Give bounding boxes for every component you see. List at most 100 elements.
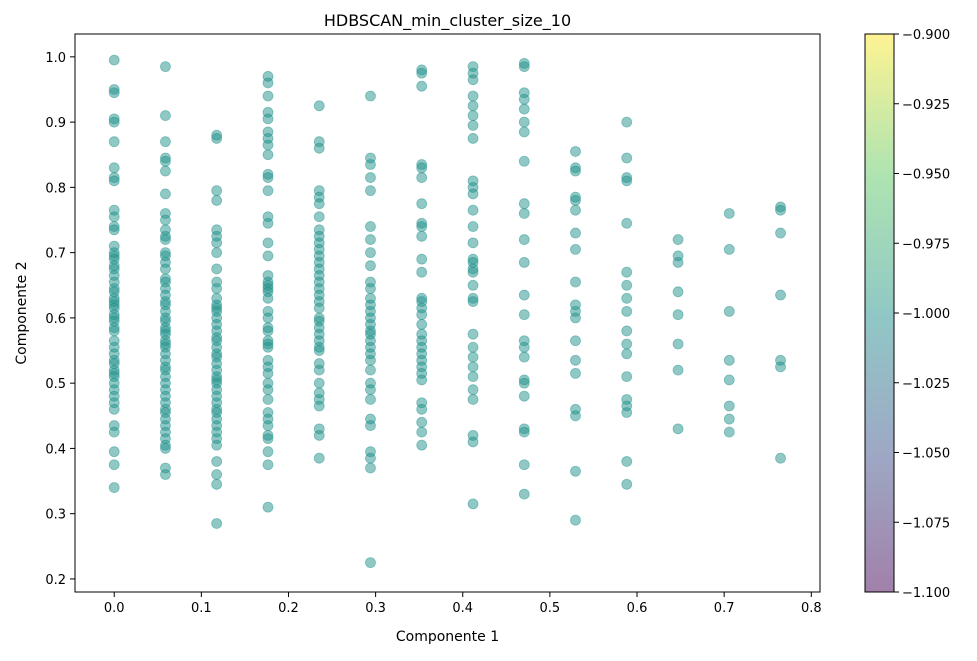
data-point [211, 263, 223, 275]
data-point [775, 204, 786, 216]
x-tick-label: 0.1 [191, 601, 212, 616]
data-point [518, 459, 530, 471]
colorbar-tick-label: −0.900 [902, 28, 950, 43]
data-point [467, 74, 479, 86]
data-point [365, 420, 376, 431]
data-point [108, 446, 120, 458]
data-point [313, 198, 325, 210]
data-point [211, 478, 223, 490]
data-point [365, 159, 376, 170]
data-point [365, 185, 376, 197]
data-point [160, 469, 171, 480]
data-point [467, 361, 479, 373]
data-point [365, 247, 376, 259]
data-point [621, 371, 633, 383]
plot-area-frame [74, 33, 821, 593]
data-point [160, 214, 171, 226]
data-point [518, 198, 530, 210]
data-point [467, 384, 479, 396]
y-axis: 0.2 0.3 0.4 0.5 0.6 0.7 0.8 0.9 1.0 [45, 51, 75, 588]
x-tick-label: 0.3 [365, 601, 386, 616]
data-point [621, 152, 633, 164]
data-point [365, 364, 376, 376]
data-point [570, 165, 581, 177]
data-point [518, 341, 530, 353]
data-point [467, 436, 479, 448]
data-point [416, 67, 428, 79]
data-point [621, 456, 633, 467]
colorbar-tick-label: −1.000 [902, 307, 950, 322]
data-point [160, 155, 171, 167]
data-point [416, 221, 428, 232]
data-point [211, 195, 223, 206]
data-point [467, 133, 479, 144]
colorbar-gradient [864, 33, 895, 593]
data-point [621, 279, 633, 291]
data-point [621, 407, 633, 418]
data-point [723, 354, 735, 366]
data-point [570, 146, 581, 157]
data-point [262, 433, 274, 445]
data-point [416, 403, 428, 415]
data-point [467, 328, 479, 340]
data-point [467, 266, 479, 278]
x-tick-label: 0.4 [452, 601, 473, 616]
data-point [672, 286, 684, 298]
data-point [416, 319, 428, 330]
data-point [108, 54, 120, 66]
data-point [262, 325, 274, 337]
data-point [211, 237, 223, 249]
colorbar-tick-label: −0.975 [902, 237, 950, 252]
data-point [416, 426, 428, 438]
data-point [672, 364, 684, 376]
data-point [211, 133, 223, 144]
x-tick-label: 0.0 [104, 601, 125, 616]
data-point [570, 465, 581, 477]
data-point [518, 126, 530, 138]
data-point [365, 234, 376, 245]
data-point [416, 253, 428, 265]
y-tick-label: 1.0 [45, 51, 66, 66]
data-point [467, 279, 479, 291]
colorbar-ticks: −0.900 −0.925 −0.950 −0.975 −1.000 −1.025 −1.0… [894, 28, 950, 601]
data-point [313, 142, 325, 154]
data-point [160, 165, 171, 177]
data-point [672, 338, 684, 350]
data-point [365, 221, 376, 232]
data-point [723, 208, 735, 219]
data-point [108, 136, 120, 148]
data-point [518, 390, 530, 402]
data-point [416, 309, 428, 321]
data-point [313, 377, 325, 389]
data-point [160, 234, 171, 245]
data-point [467, 204, 479, 216]
data-point [108, 175, 120, 187]
data-point [467, 90, 479, 102]
data-point [262, 185, 274, 197]
x-axis-label: Componente 1 [396, 629, 499, 645]
data-point [262, 384, 274, 396]
data-point [262, 250, 274, 262]
data-point [365, 462, 376, 474]
data-point [365, 260, 376, 272]
data-point [621, 266, 633, 278]
data-point [570, 514, 581, 526]
data-point [313, 100, 325, 112]
data-point [211, 439, 223, 451]
data-point [518, 234, 530, 245]
data-point [108, 325, 120, 337]
data-point [467, 188, 479, 200]
data-point [570, 195, 581, 206]
x-tick-label: 0.5 [540, 601, 561, 616]
data-point [621, 116, 633, 128]
data-point [108, 403, 120, 415]
data-point [621, 292, 633, 304]
colorbar: −0.900 −0.925 −0.950 −0.975 −1.000 −1.025 −1.0… [864, 28, 950, 601]
data-point [262, 420, 274, 431]
y-tick-label: 0.5 [45, 377, 66, 392]
data-point [570, 204, 581, 216]
data-point [262, 341, 274, 353]
data-point [570, 410, 581, 422]
